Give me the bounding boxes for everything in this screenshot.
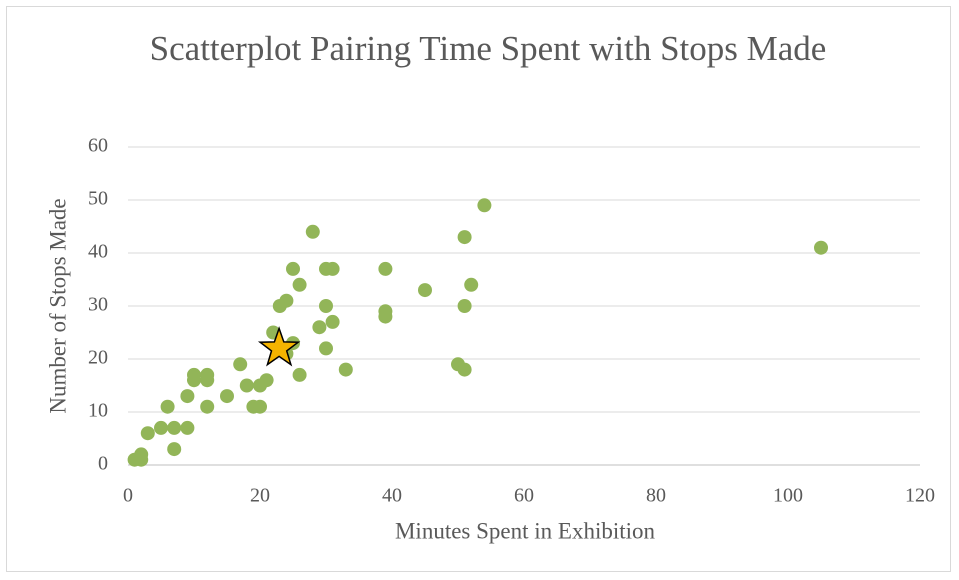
point: [292, 277, 307, 292]
point: [477, 198, 492, 213]
point: [464, 277, 479, 292]
point: [134, 452, 149, 467]
point: [180, 389, 195, 404]
chart-title: Scatterplot Pairing Time Spent with Stop…: [149, 29, 827, 68]
x-axis-title: Minutes Spent in Exhibition: [395, 518, 656, 543]
point: [305, 224, 320, 239]
point: [279, 293, 294, 308]
point: [160, 399, 175, 414]
x-tick-label: 20: [250, 485, 270, 507]
y-tick-label: 40: [88, 241, 108, 263]
point: [457, 230, 472, 245]
point: [814, 240, 828, 255]
point: [325, 314, 340, 329]
point: [286, 261, 300, 276]
point: [325, 261, 340, 276]
y-tick-label: 30: [88, 294, 108, 316]
point: [233, 357, 248, 372]
point: [457, 362, 472, 377]
y-tick-label: 0: [98, 453, 108, 475]
point: [239, 378, 254, 393]
point: [167, 420, 182, 435]
point: [378, 309, 393, 324]
x-tick-label: 100: [773, 485, 803, 507]
y-tick-label: 10: [88, 400, 108, 422]
x-tick-label: 40: [382, 485, 402, 507]
x-tick-label: 0: [123, 485, 133, 507]
x-tick-label: 80: [646, 485, 666, 507]
point: [167, 442, 182, 457]
y-axis-title: Number of Stops Made: [45, 198, 70, 413]
point: [187, 373, 201, 388]
point: [200, 373, 215, 388]
point: [154, 420, 168, 435]
point: [378, 261, 393, 276]
point: [220, 389, 234, 404]
point: [338, 362, 353, 377]
point: [319, 299, 333, 313]
y-tick-label: 60: [88, 135, 108, 157]
y-tick-label: 50: [88, 188, 108, 210]
point: [319, 341, 333, 356]
point: [457, 299, 472, 313]
x-tick-label: 120: [905, 485, 935, 507]
highlight-star: [257, 326, 301, 367]
point: [292, 367, 307, 382]
point: [253, 399, 267, 414]
y-tick-label: 20: [88, 347, 108, 369]
x-tick-label: 60: [514, 485, 534, 507]
point: [259, 373, 274, 388]
chart-frame: [6, 6, 951, 572]
point: [418, 283, 432, 298]
point: [312, 320, 327, 335]
point: [200, 399, 215, 414]
point: [180, 420, 195, 435]
point: [140, 426, 155, 441]
